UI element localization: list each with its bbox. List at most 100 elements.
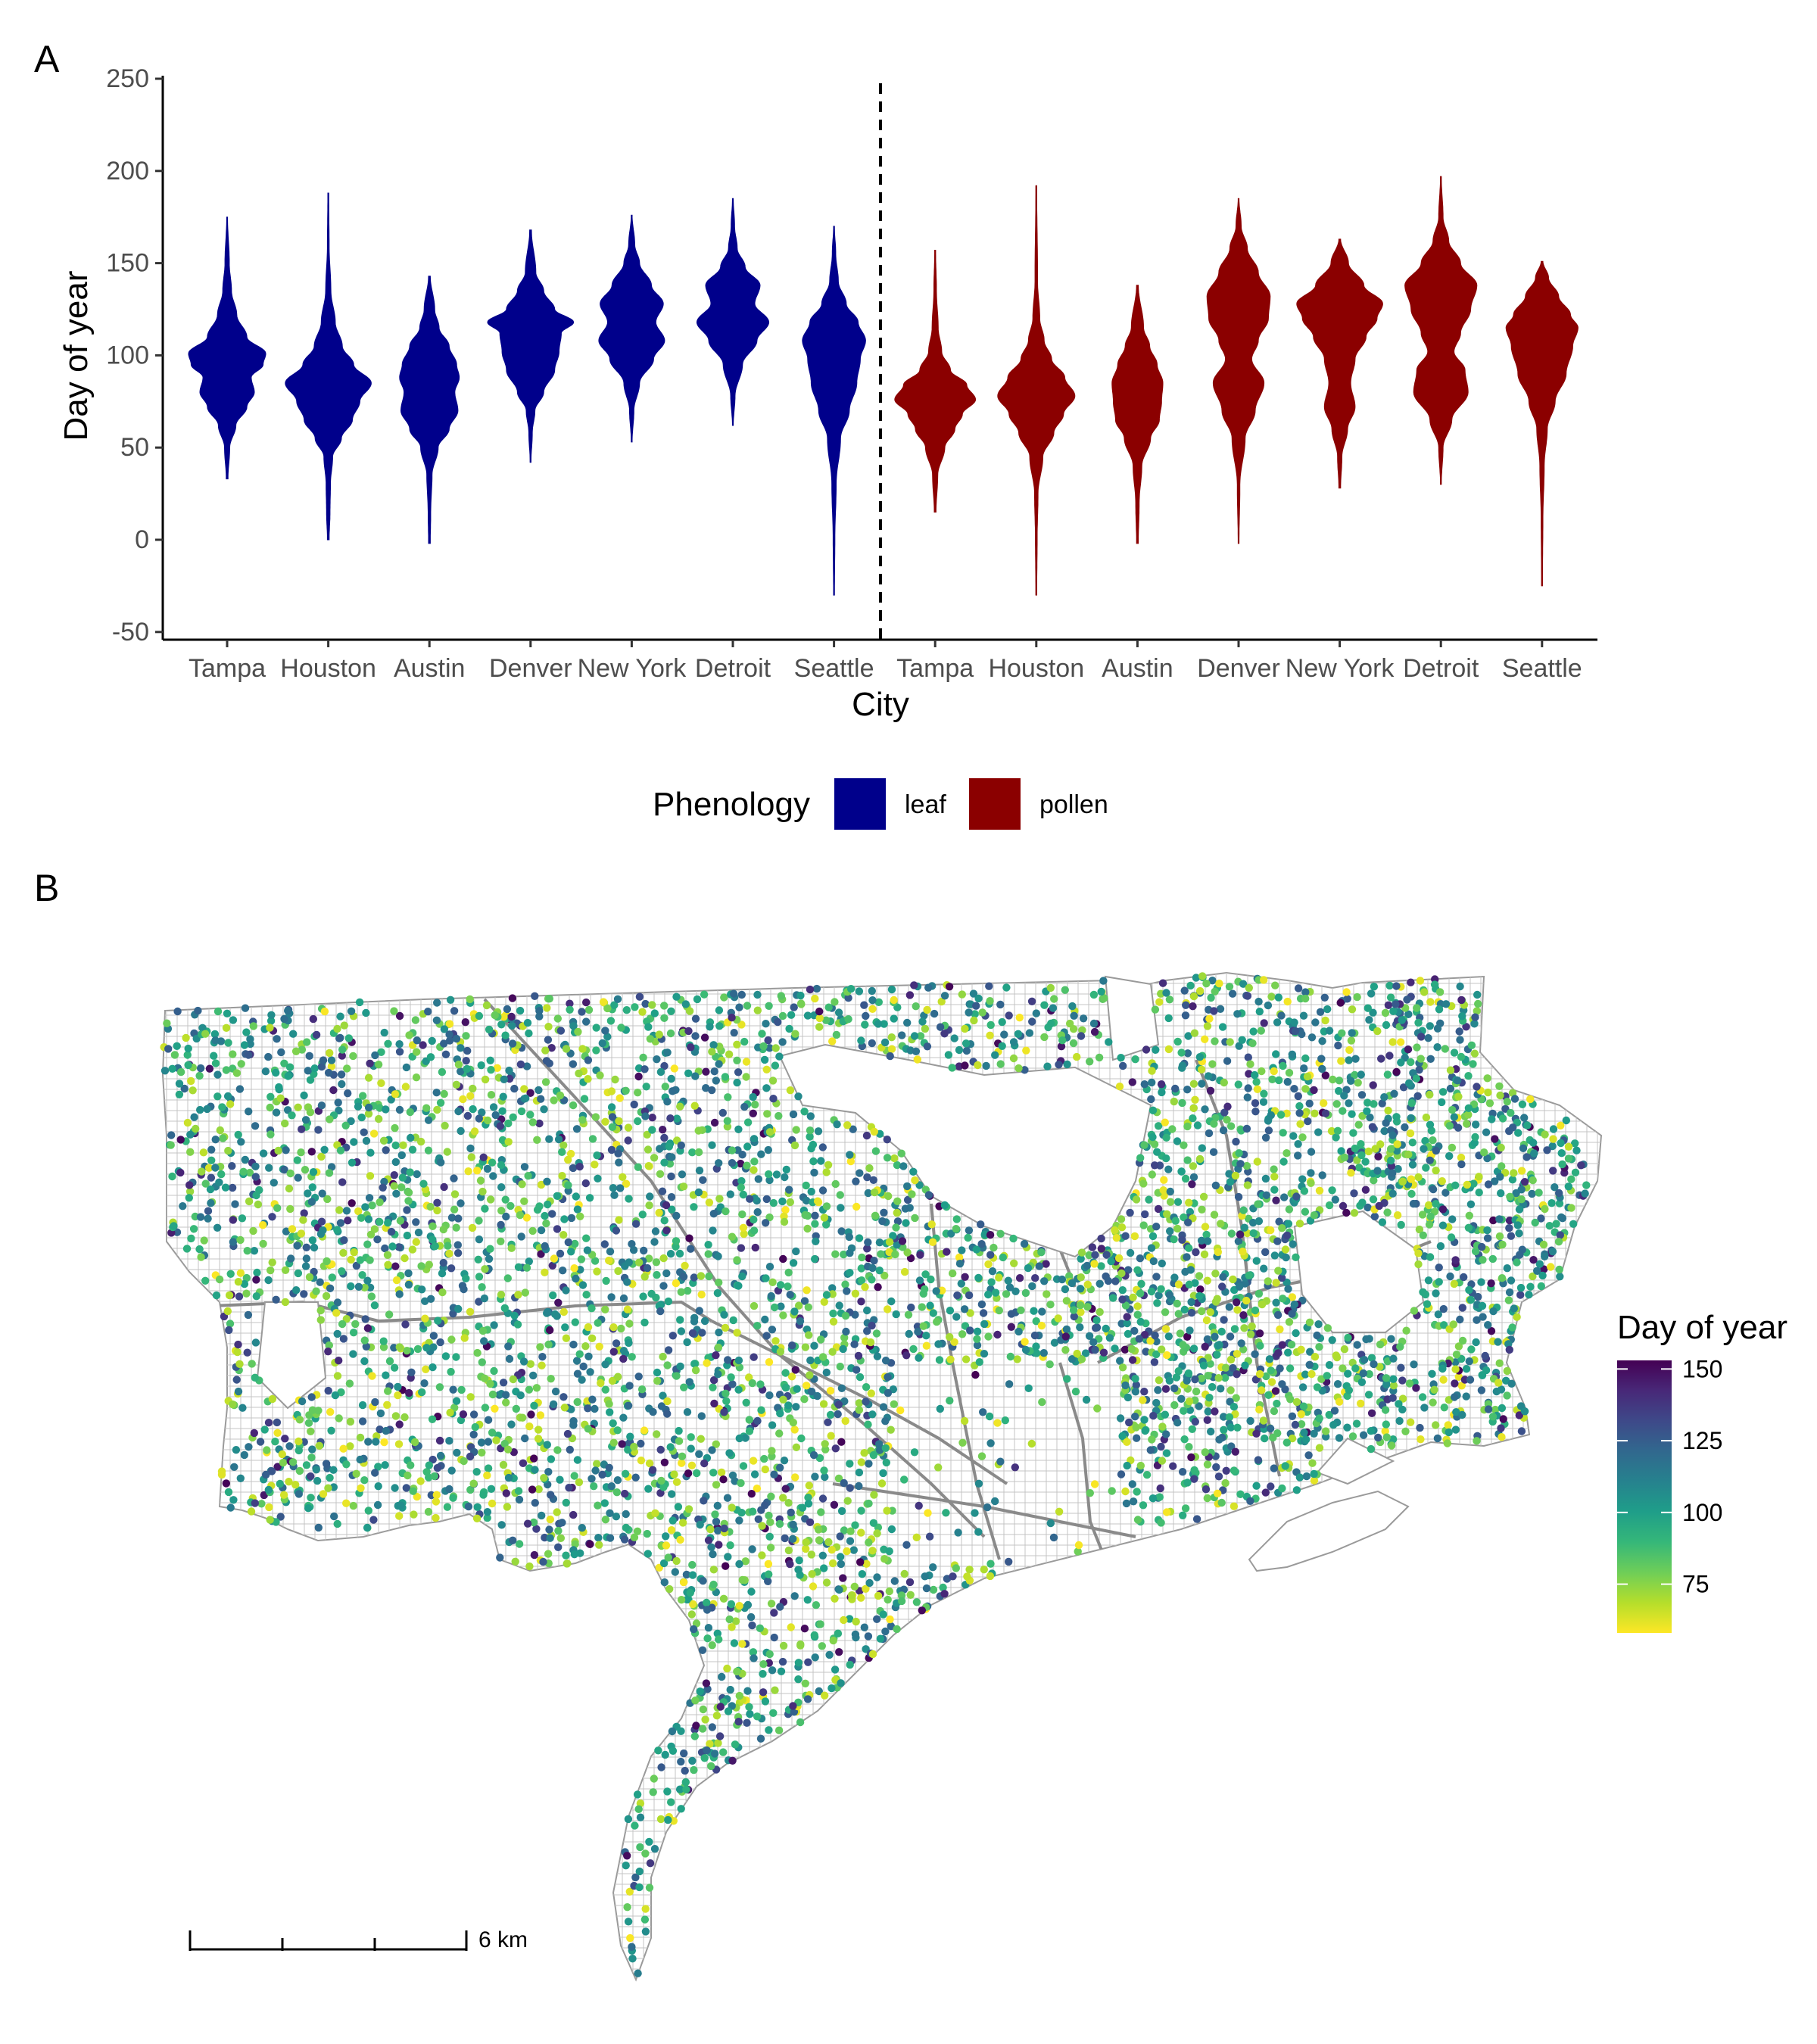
- tree-point: [758, 1030, 766, 1038]
- tree-point: [347, 1255, 355, 1264]
- tree-point: [836, 1553, 845, 1561]
- tree-point: [1498, 1274, 1507, 1282]
- tree-point: [520, 1085, 528, 1093]
- tree-point: [236, 1269, 245, 1277]
- tree-point: [457, 1199, 465, 1207]
- tree-point: [452, 1223, 460, 1232]
- tree-point: [1214, 1489, 1222, 1498]
- tree-point: [937, 997, 946, 1006]
- tree-point: [1328, 1186, 1336, 1195]
- tree-point: [571, 1239, 579, 1248]
- tree-point: [484, 1416, 493, 1424]
- tree-point: [256, 1438, 265, 1446]
- tree-point: [614, 1373, 622, 1381]
- tree-point: [1344, 1333, 1352, 1342]
- tree-point: [723, 1117, 731, 1125]
- tree-point: [653, 1055, 661, 1064]
- tree-point: [521, 1434, 529, 1443]
- tree-point: [1548, 1248, 1557, 1256]
- tree-point: [1246, 1497, 1254, 1506]
- tree-point: [1577, 1161, 1585, 1170]
- tree-point: [1571, 1168, 1580, 1177]
- tree-point: [383, 1251, 392, 1260]
- tree-point: [985, 1412, 994, 1421]
- tree-point: [988, 1267, 997, 1276]
- tree-point: [790, 1141, 799, 1150]
- tree-point: [549, 1400, 558, 1409]
- tree-point: [797, 1434, 806, 1443]
- tree-point: [700, 1497, 708, 1505]
- tree-point: [281, 1266, 290, 1275]
- tree-point: [376, 1409, 385, 1418]
- tree-point: [622, 1006, 631, 1014]
- tree-point: [972, 1002, 980, 1010]
- tree-point: [840, 1478, 848, 1488]
- tree-point: [686, 1588, 694, 1597]
- tree-point: [519, 1357, 528, 1366]
- tree-point: [1212, 1463, 1220, 1472]
- tree-point: [316, 1306, 325, 1315]
- tree-point: [916, 1032, 925, 1040]
- tree-point: [974, 1528, 983, 1536]
- tree-point: [857, 1458, 866, 1466]
- tree-point: [1318, 1171, 1326, 1179]
- tree-point: [1271, 1387, 1280, 1395]
- tree-point: [1441, 1189, 1450, 1197]
- tree-point: [768, 1447, 776, 1455]
- tree-point: [1457, 1052, 1466, 1061]
- tree-point: [185, 1187, 195, 1196]
- tree-point: [339, 1335, 348, 1343]
- tree-point: [1177, 1394, 1186, 1404]
- tree-point: [392, 1189, 400, 1198]
- tree-point: [1464, 1111, 1473, 1119]
- tree-point: [778, 1197, 787, 1206]
- tree-point: [1174, 1310, 1183, 1318]
- tree-point: [743, 1687, 752, 1695]
- tree-point: [818, 1143, 827, 1151]
- tree-point: [1178, 1235, 1186, 1245]
- tree-point: [899, 1585, 908, 1594]
- tree-point: [610, 1001, 619, 1009]
- x-tick-label: Tampa: [896, 654, 974, 683]
- tree-point: [697, 1272, 706, 1280]
- tree-point: [575, 1162, 584, 1171]
- tree-point: [280, 1059, 288, 1068]
- tree-point: [1200, 1250, 1209, 1259]
- tree-point: [1062, 1297, 1071, 1305]
- tree-point: [955, 1045, 964, 1055]
- tree-point: [1516, 1251, 1524, 1259]
- tree-point: [927, 1275, 935, 1284]
- tree-point: [698, 1646, 707, 1654]
- tree-point: [246, 1035, 254, 1043]
- tree-point: [487, 1091, 496, 1099]
- tree-point: [961, 1024, 969, 1033]
- tree-point: [229, 1496, 238, 1504]
- tree-point: [1248, 1039, 1257, 1048]
- tree-point: [615, 1117, 623, 1126]
- tree-point: [349, 1501, 357, 1510]
- tree-point: [324, 1386, 332, 1395]
- tree-point: [347, 1007, 356, 1016]
- tree-point: [1436, 1242, 1445, 1251]
- tree-point: [1140, 1080, 1149, 1089]
- tree-point: [168, 1172, 176, 1181]
- tree-point: [665, 1584, 674, 1594]
- tree-point: [1369, 1008, 1377, 1017]
- tree-point: [365, 1194, 374, 1202]
- tree-point: [694, 1188, 703, 1197]
- tree-point: [478, 1187, 487, 1196]
- tree-point: [453, 1241, 462, 1249]
- tree-point: [762, 1020, 770, 1028]
- tree-point: [1180, 1141, 1188, 1150]
- tree-point: [845, 1232, 854, 1242]
- tree-point: [811, 1220, 819, 1228]
- tree-point: [531, 1466, 539, 1474]
- tree-point: [1361, 1158, 1370, 1166]
- tree-point: [625, 1195, 633, 1203]
- tree-point: [781, 1383, 790, 1392]
- tree-point: [275, 1083, 283, 1092]
- tree-point: [835, 1301, 843, 1310]
- tree-point: [666, 1114, 675, 1123]
- tree-point: [352, 1261, 361, 1270]
- tree-point: [563, 1559, 572, 1568]
